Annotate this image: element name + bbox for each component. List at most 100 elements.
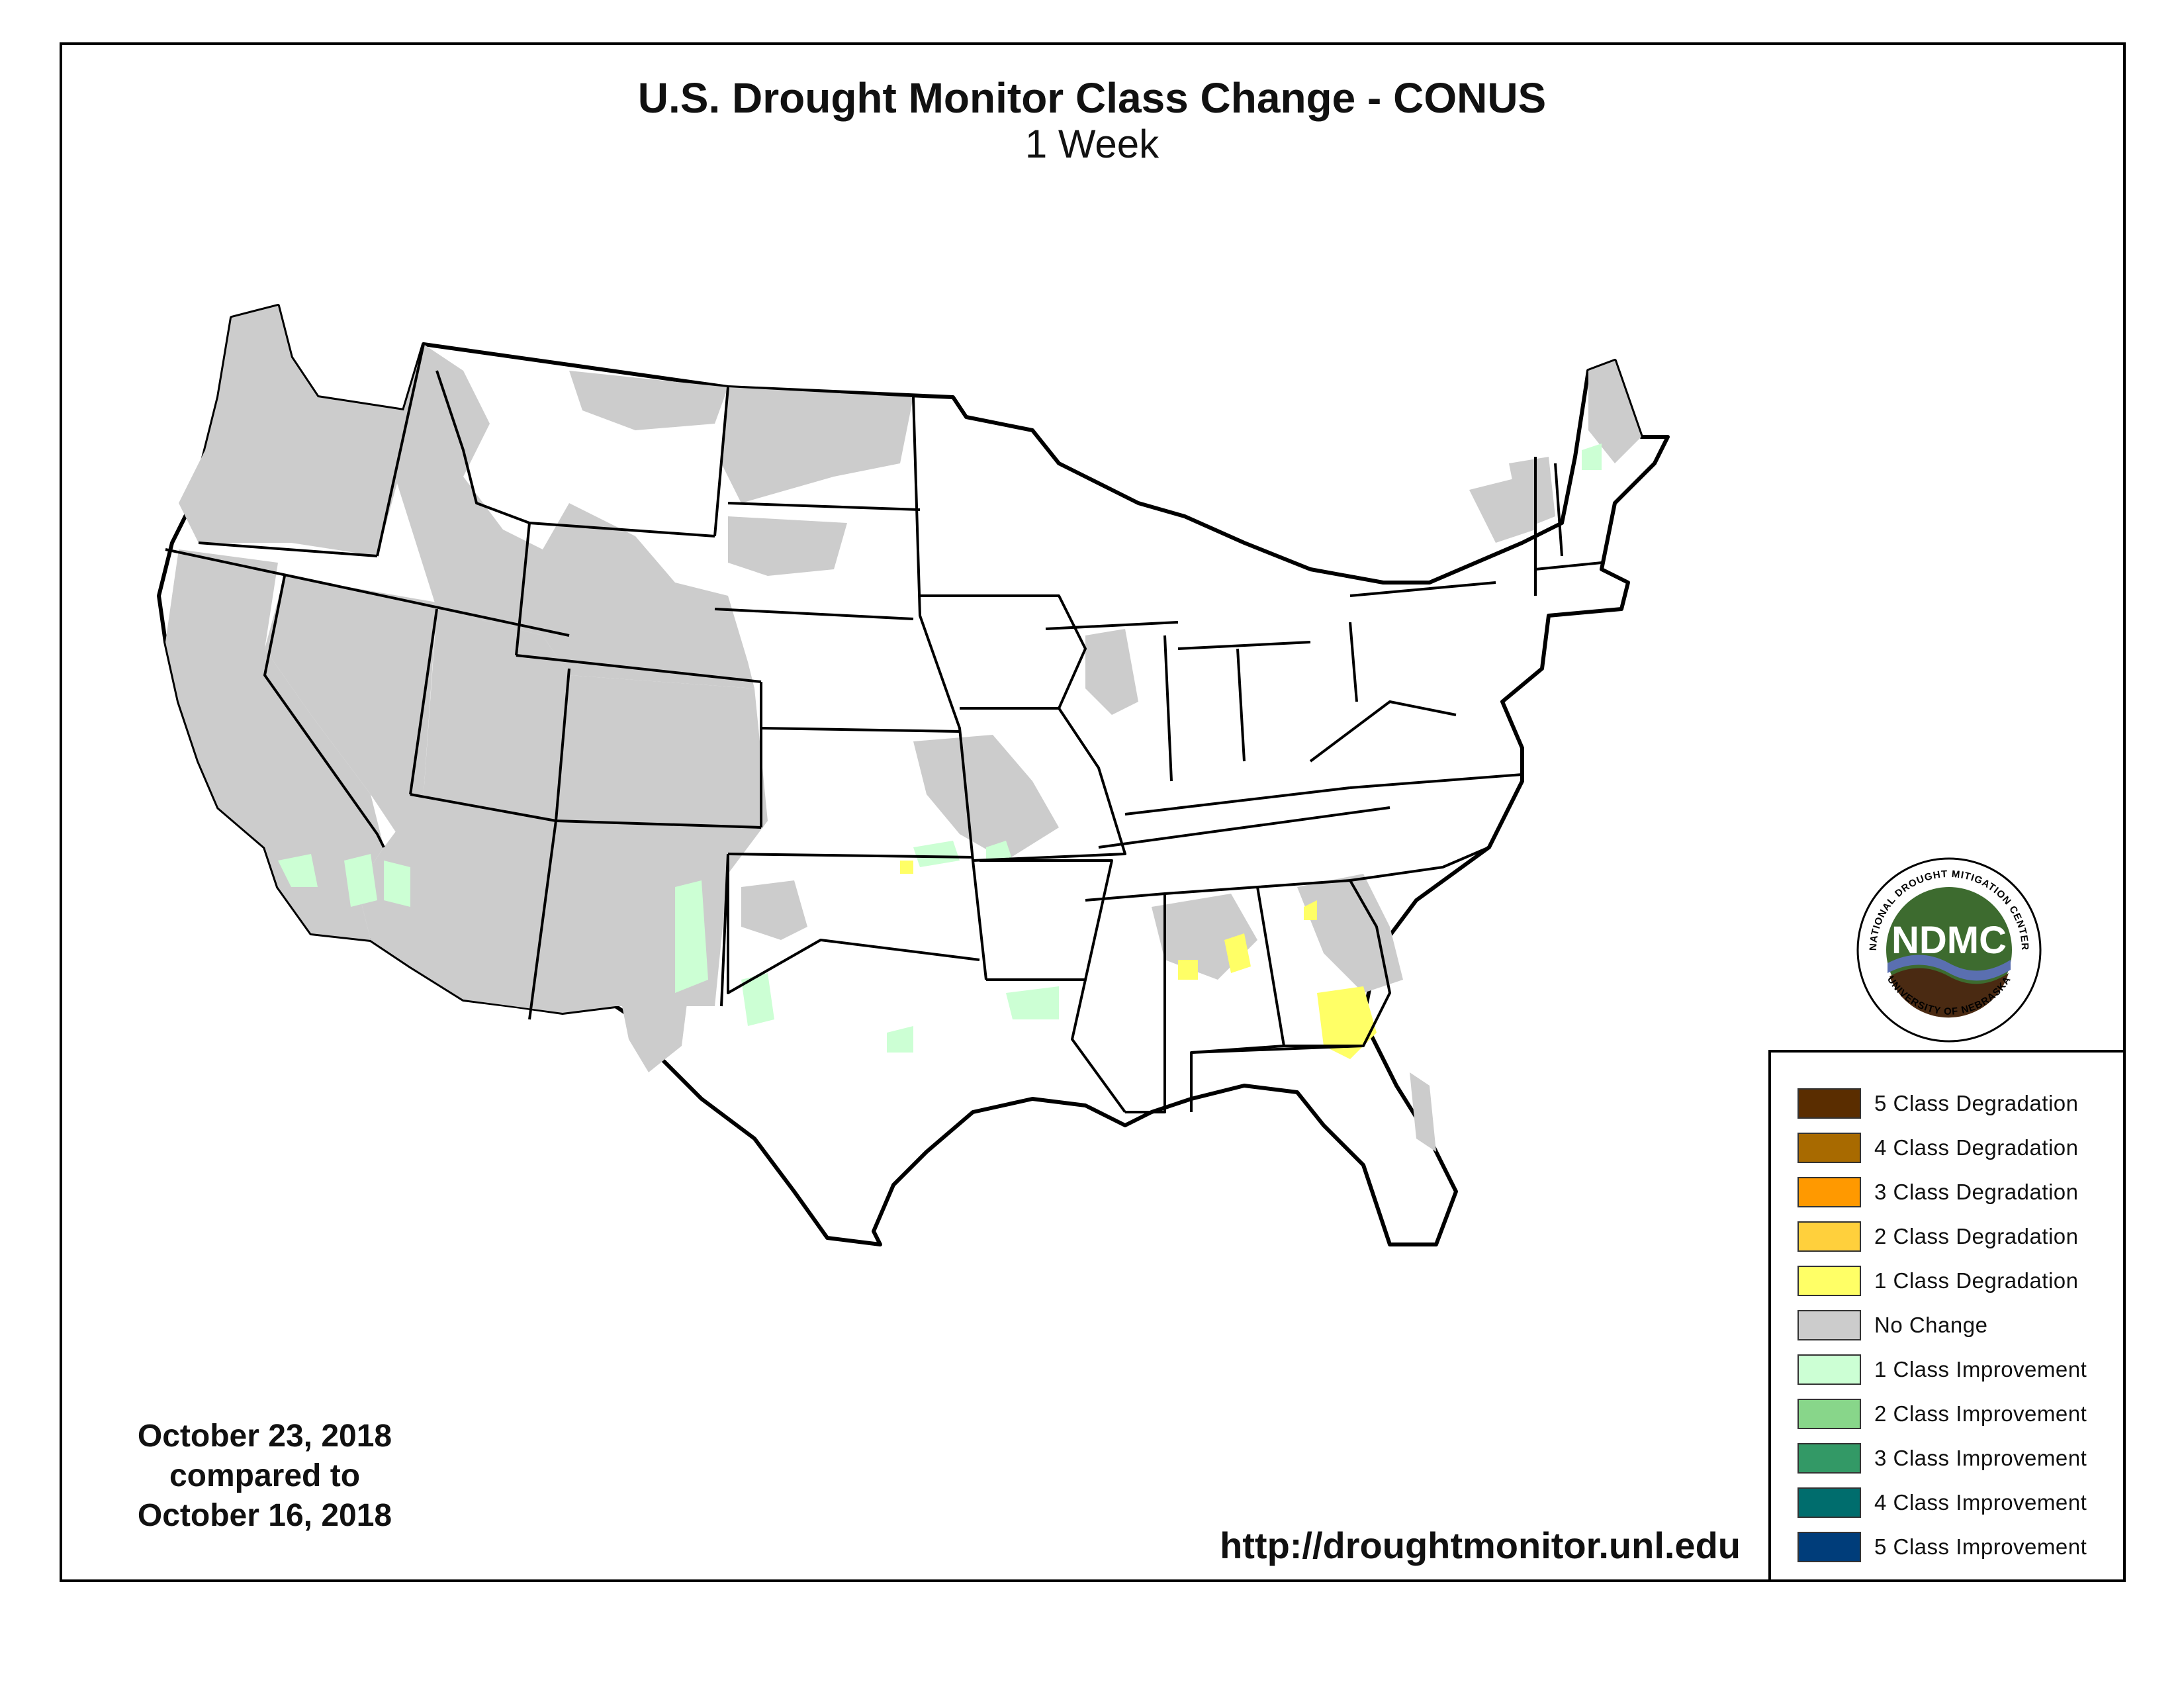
legend-swatch xyxy=(1797,1177,1861,1207)
boundary-ut-az xyxy=(410,793,557,822)
legend-label: No Change xyxy=(1874,1313,1988,1337)
region-florida-gulf xyxy=(1410,1072,1436,1152)
legend-label: 1 Class Improvement xyxy=(1874,1357,2087,1382)
boundary-mt-wy xyxy=(529,522,715,538)
boundary-tn xyxy=(1098,806,1390,849)
boundary-ut-co xyxy=(555,668,570,821)
region-dakotas xyxy=(721,387,913,503)
improvement-areas xyxy=(278,444,1602,1053)
legend-label: 2 Class Degradation xyxy=(1874,1224,2079,1248)
region-california xyxy=(165,549,384,940)
boundary-sd-ne xyxy=(714,608,914,620)
map-subtitle: 1 Week xyxy=(1024,122,1160,166)
region-oklahoma-west xyxy=(741,880,807,940)
degradation-ga-north xyxy=(1304,900,1317,920)
improvement-socal-3 xyxy=(384,861,410,907)
state-boundaries xyxy=(165,344,1602,1113)
degradation-ga-southeast xyxy=(1317,986,1377,1059)
previous-date: October 16, 2018 xyxy=(137,1498,392,1533)
boundary-nm-tx xyxy=(720,853,729,1007)
improvement-louisiana xyxy=(1006,986,1059,1019)
boundary-ks-ok xyxy=(727,853,974,859)
boundary-wv-va xyxy=(1309,700,1457,763)
boundary-oh-pa xyxy=(1349,622,1358,702)
boundary-pa-ny xyxy=(1349,581,1496,597)
boundary-nd-sd xyxy=(727,502,921,511)
ndmc-logo: NDMC NATIONAL DROUGHT MITIGATION CENTER … xyxy=(1853,854,2045,1046)
boundary-wa-or xyxy=(198,541,378,557)
boundary-mn-east xyxy=(912,397,987,980)
boundary-or-ca-nv xyxy=(165,548,570,637)
boundary-ca-nv xyxy=(263,575,385,848)
improvement-maine xyxy=(1582,444,1602,470)
degradation-oklahoma xyxy=(900,861,913,874)
legend-swatch xyxy=(1797,1399,1861,1429)
region-ga-sc xyxy=(1297,874,1403,993)
boundary-mi xyxy=(1177,641,1311,650)
legend-swatch xyxy=(1797,1532,1861,1562)
boundary-nc-sc xyxy=(1349,846,1490,882)
boundary-ms xyxy=(1085,892,1166,1113)
boundary-ne-ks xyxy=(760,727,960,733)
legend-label: 5 Class Degradation xyxy=(1874,1091,2079,1115)
improvement-texas-central xyxy=(887,1026,913,1053)
legend-swatch xyxy=(1797,1221,1861,1252)
compared-to-label: compared to xyxy=(169,1458,361,1493)
boundary-id-mt xyxy=(435,370,530,524)
legend-label: 2 Class Improvement xyxy=(1874,1401,2087,1426)
region-kansas-missouri xyxy=(913,735,1059,861)
boundary-in-oh xyxy=(1236,648,1246,762)
boundary-ky-tn xyxy=(1124,786,1351,816)
region-utah-arizona-nm xyxy=(357,609,768,1013)
map-title: U.S. Drought Monitor Class Change - CONU… xyxy=(637,74,1547,122)
region-wyoming-colorado xyxy=(543,503,754,688)
boundary-va-nc xyxy=(1349,773,1523,789)
legend-label: 5 Class Improvement xyxy=(1874,1534,2087,1559)
region-illinois xyxy=(1085,629,1138,715)
legend-swatch xyxy=(1797,1133,1861,1163)
boundary-fl xyxy=(1191,1045,1364,1054)
legend-swatch xyxy=(1797,1088,1861,1119)
legend-label: 4 Class Degradation xyxy=(1874,1135,2079,1160)
legend-label: 3 Class Degradation xyxy=(1874,1180,2079,1204)
region-vermont-nh xyxy=(1509,457,1555,530)
boundary-il-in xyxy=(1163,635,1173,782)
source-url[interactable]: http://droughtmonitor.unl.edu xyxy=(1220,1524,1741,1566)
legend-label: 4 Class Improvement xyxy=(1874,1490,2087,1515)
boundary-la xyxy=(986,978,1126,1113)
boundary-wi-il xyxy=(1045,621,1179,630)
legend: 5 Class Degradation 4 Class Degradation 3 … xyxy=(1768,1050,2126,1582)
region-montana-north xyxy=(569,371,728,430)
improvement-oklahoma xyxy=(913,841,960,867)
boundary-wa-id xyxy=(376,344,425,557)
region-maine xyxy=(1588,361,1641,463)
improvement-socal-1 xyxy=(278,854,318,887)
degradation-al-west xyxy=(1178,960,1198,980)
legend-swatch xyxy=(1797,1310,1861,1340)
boundary-mo xyxy=(960,707,1126,862)
region-nevada xyxy=(265,576,437,834)
improvement-nm-east xyxy=(675,880,708,993)
legend-label: 3 Class Improvement xyxy=(1874,1446,2087,1470)
legend-swatch xyxy=(1797,1487,1861,1518)
degradation-areas xyxy=(900,861,1377,1059)
legend-label: 1 Class Degradation xyxy=(1874,1268,2079,1293)
region-texas-west xyxy=(622,993,688,1072)
boundary-id-wy xyxy=(515,522,531,656)
degradation-al xyxy=(1224,933,1251,973)
region-idaho-mountain xyxy=(397,344,543,635)
ndmc-abbreviation: NDMC xyxy=(1891,919,2007,962)
no-change-areas xyxy=(165,306,1641,1152)
improvement-arkansas xyxy=(986,841,1013,861)
legend-swatch xyxy=(1797,1266,1861,1296)
boundary-mt-dakotas xyxy=(713,387,729,537)
legend-swatch xyxy=(1797,1354,1861,1385)
boundary-co-nm xyxy=(555,820,762,829)
boundary-ok-tx xyxy=(727,854,980,994)
region-sd-west xyxy=(728,516,847,576)
region-washington-oregon xyxy=(179,306,437,556)
date-comparison: October 23, 2018 compared to October 16,… xyxy=(99,1417,430,1536)
boundary-vt-nh xyxy=(1554,463,1563,557)
boundary-wy-co xyxy=(516,654,762,683)
